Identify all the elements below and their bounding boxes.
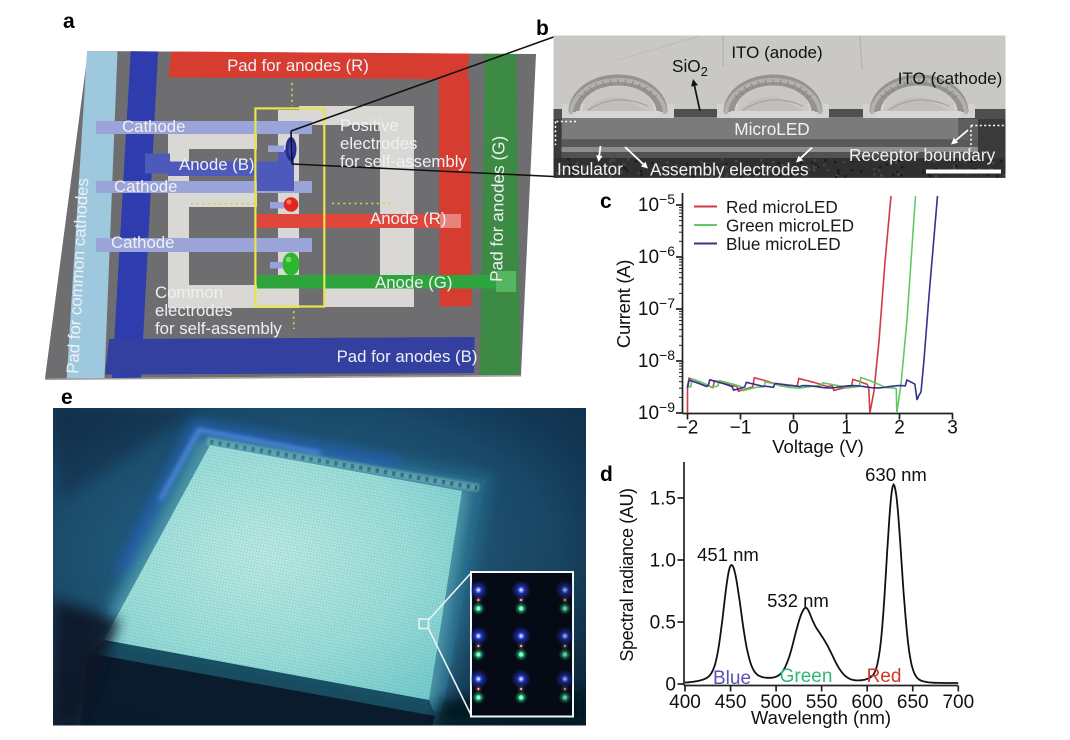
svg-text:450: 450 <box>715 692 747 713</box>
svg-text:−1: −1 <box>730 418 752 439</box>
svg-text:3: 3 <box>947 418 958 439</box>
svg-text:Anode (G): Anode (G) <box>375 273 452 292</box>
svg-text:d: d <box>600 463 613 486</box>
svg-text:Green: Green <box>780 666 833 687</box>
svg-text:Common: Common <box>155 283 223 302</box>
svg-text:c: c <box>600 190 612 213</box>
svg-text:Anode (B): Anode (B) <box>179 155 255 174</box>
svg-text:Red: Red <box>867 666 902 687</box>
svg-text:500: 500 <box>760 692 792 713</box>
svg-text:10−7: 10−7 <box>638 295 675 320</box>
svg-text:Cathode: Cathode <box>114 177 177 196</box>
svg-text:600: 600 <box>851 692 883 713</box>
svg-text:Wavelength (nm): Wavelength (nm) <box>751 707 891 728</box>
svg-text:1: 1 <box>841 418 852 439</box>
svg-text:0: 0 <box>788 418 799 439</box>
svg-text:Positive: Positive <box>340 116 399 135</box>
svg-text:Red microLED: Red microLED <box>726 197 838 217</box>
svg-text:10−8: 10−8 <box>638 347 675 372</box>
svg-text:a: a <box>63 10 75 33</box>
svg-text:Insulator: Insulator <box>557 159 623 179</box>
svg-text:700: 700 <box>942 692 974 713</box>
svg-text:630 nm: 630 nm <box>865 464 927 485</box>
svg-text:Spectral radiance (AU): Spectral radiance (AU) <box>617 488 637 661</box>
svg-text:Blue: Blue <box>713 668 751 689</box>
svg-text:Pad for anodes (G): Pad for anodes (G) <box>486 136 509 282</box>
svg-text:ITO (cathode): ITO (cathode) <box>898 69 1003 88</box>
svg-text:Pad for anodes (B): Pad for anodes (B) <box>337 347 478 366</box>
svg-text:Cathode: Cathode <box>111 233 174 252</box>
svg-text:1.0: 1.0 <box>650 551 676 572</box>
svg-text:532 nm: 532 nm <box>767 590 829 611</box>
svg-text:10−6: 10−6 <box>638 243 675 268</box>
svg-text:Cathode: Cathode <box>122 117 185 136</box>
svg-text:2: 2 <box>894 418 905 439</box>
svg-text:Receptor boundary: Receptor boundary <box>849 145 996 165</box>
svg-text:Current (A): Current (A) <box>613 260 634 348</box>
svg-text:10−5: 10−5 <box>638 191 675 216</box>
svg-text:0: 0 <box>665 675 676 696</box>
svg-text:ITO (anode): ITO (anode) <box>731 43 822 62</box>
svg-text:SiO2: SiO2 <box>672 56 708 79</box>
svg-text:b: b <box>536 17 549 40</box>
svg-text:Green microLED: Green microLED <box>726 216 854 236</box>
svg-text:1.5: 1.5 <box>650 489 676 510</box>
svg-text:electrodes: electrodes <box>340 134 417 153</box>
svg-text:Pad for anodes (R): Pad for anodes (R) <box>227 56 369 75</box>
svg-text:Anode (R): Anode (R) <box>370 209 446 228</box>
svg-text:MicroLED: MicroLED <box>734 119 809 139</box>
svg-text:Voltage (V): Voltage (V) <box>772 436 864 457</box>
svg-text:10−9: 10−9 <box>638 399 675 424</box>
svg-text:650: 650 <box>897 692 929 713</box>
svg-text:451 nm: 451 nm <box>697 544 759 565</box>
svg-text:550: 550 <box>806 692 838 713</box>
svg-text:e: e <box>61 386 73 409</box>
svg-text:−2: −2 <box>677 418 699 439</box>
svg-text:Assembly electrodes: Assembly electrodes <box>650 160 809 180</box>
svg-text:Blue microLED: Blue microLED <box>726 234 841 254</box>
svg-text:electrodes: electrodes <box>155 301 232 320</box>
svg-text:for self-assembly: for self-assembly <box>155 319 282 338</box>
svg-text:for self-assembly: for self-assembly <box>340 152 467 171</box>
svg-text:400: 400 <box>669 692 701 713</box>
svg-text:0.5: 0.5 <box>650 613 676 634</box>
